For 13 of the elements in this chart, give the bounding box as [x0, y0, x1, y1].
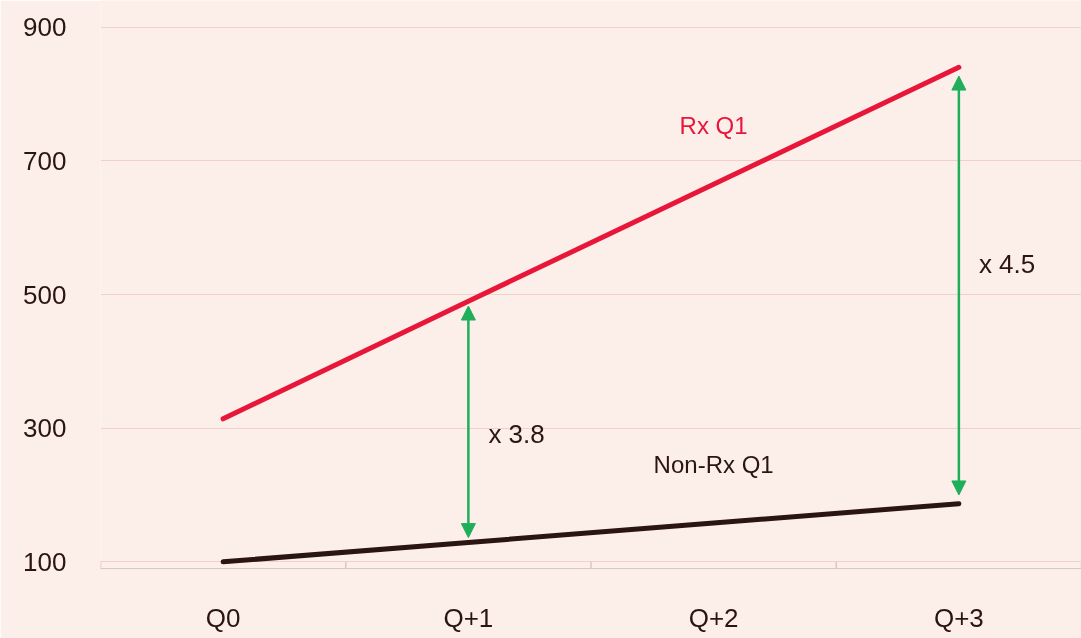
y-tick-label: 500	[23, 279, 67, 310]
x-tick-label: Q+3	[933, 602, 984, 633]
y-tick-label: 900	[23, 12, 67, 43]
x-tick-label: Q+1	[443, 602, 494, 633]
series-label: Rx Q1	[679, 112, 748, 140]
y-tick-label: 100	[23, 546, 67, 577]
x-tick-label: Q+2	[688, 602, 739, 633]
y-tick-label: 300	[23, 413, 67, 444]
series-label: Non-Rx Q1	[653, 451, 774, 479]
annotation: x 4.5	[978, 248, 1036, 279]
y-tick-label: 700	[23, 145, 67, 176]
annotation: x 3.8	[488, 418, 545, 449]
x-tick-label: Q0	[205, 602, 241, 633]
